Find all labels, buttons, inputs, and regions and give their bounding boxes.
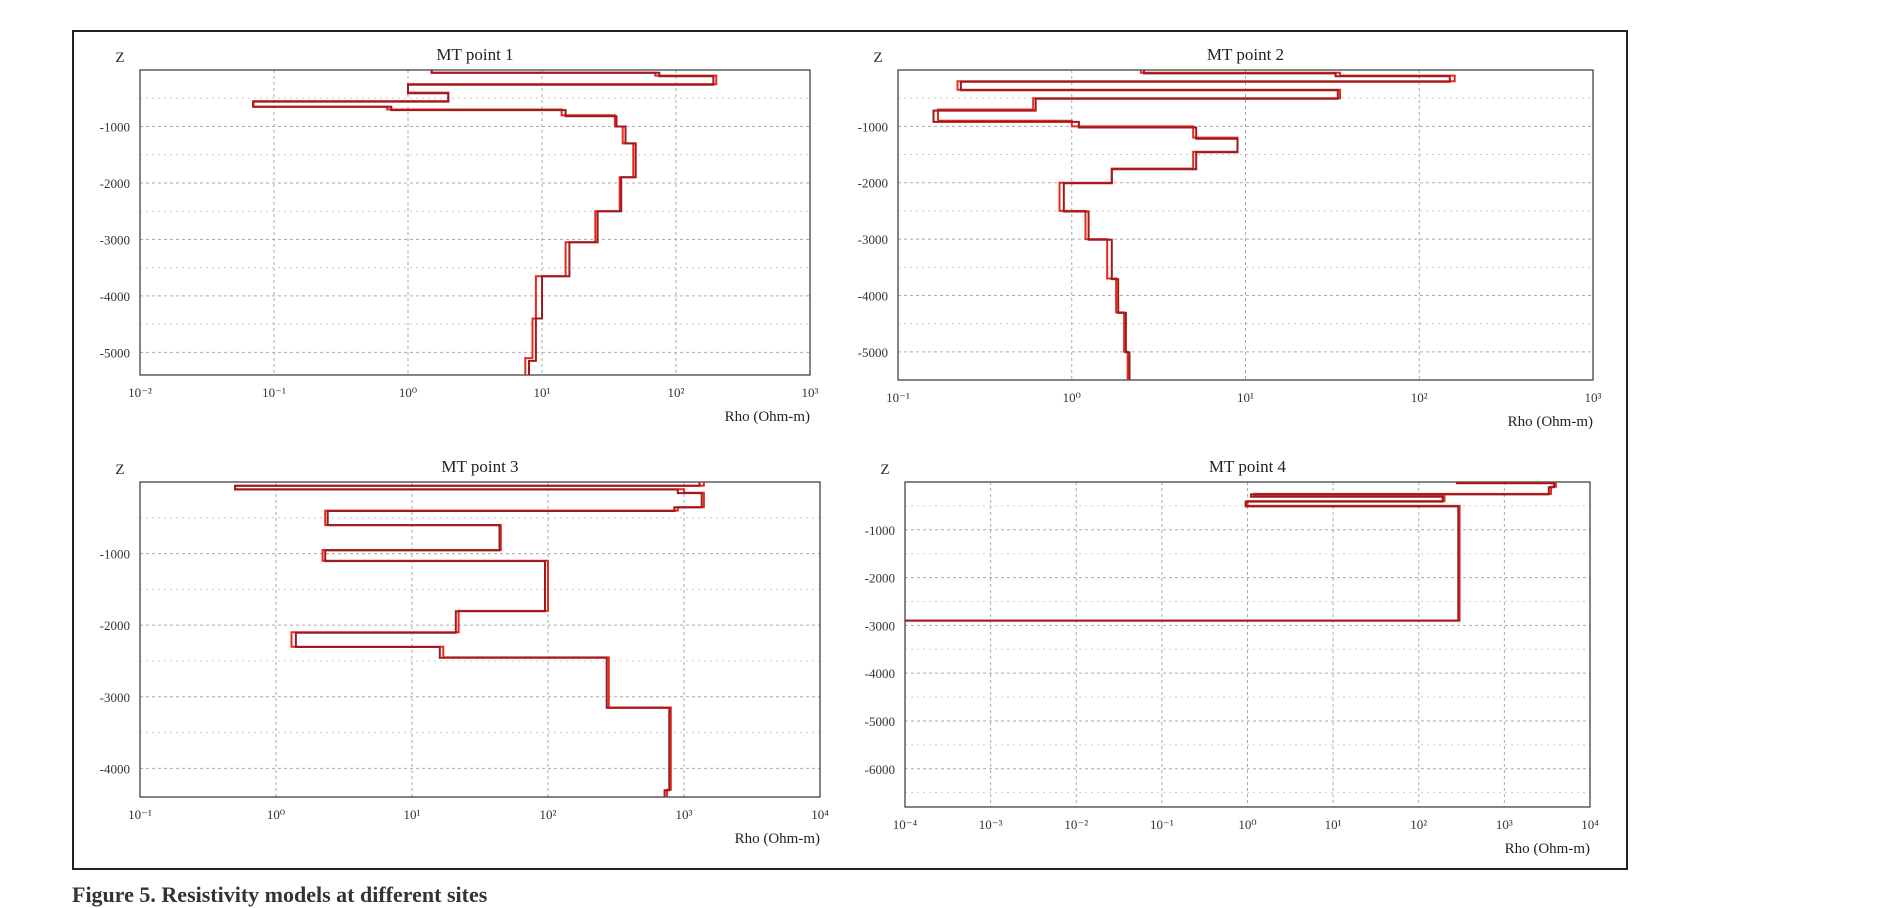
x-tick-label: 10⁴ <box>1581 817 1599 832</box>
x-axis-label: Rho (Ohm-m) <box>725 409 810 425</box>
x-tick-label: 10⁰ <box>267 807 285 822</box>
y-axis-label: Z <box>115 50 124 66</box>
y-tick-label: -2000 <box>100 176 130 191</box>
x-axis-label: Rho (Ohm-m) <box>1505 841 1590 857</box>
x-tick-label: 10⁻¹ <box>262 385 286 400</box>
y-tick-label: -1000 <box>100 547 130 562</box>
x-tick-label: 10² <box>540 807 557 822</box>
x-tick-label: 10³ <box>802 385 819 400</box>
x-axis-label: Rho (Ohm-m) <box>735 831 820 847</box>
y-tick-label: -2000 <box>858 176 888 191</box>
x-tick-label: 10¹ <box>404 807 421 822</box>
x-tick-label: 10¹ <box>1237 390 1254 405</box>
x-axis-label: Rho (Ohm-m) <box>1508 414 1593 430</box>
x-tick-label: 10⁰ <box>1063 390 1081 405</box>
resistivity-profile-1 <box>252 70 718 375</box>
x-tick-label: 10⁻¹ <box>886 390 910 405</box>
figure-frame <box>72 30 1628 870</box>
y-tick-label: -1000 <box>858 119 888 134</box>
y-tick-label: -5000 <box>865 714 895 729</box>
y-tick-label: -5000 <box>100 345 130 360</box>
y-tick-label: -4000 <box>865 666 895 681</box>
x-tick-label: 10¹ <box>1325 817 1342 832</box>
x-tick-label: 10³ <box>1585 390 1602 405</box>
resistivity-profile-2 <box>932 70 1451 380</box>
y-tick-label: -1000 <box>100 119 130 134</box>
y-tick-label: -4000 <box>858 288 888 303</box>
x-tick-label: 10⁰ <box>1238 817 1256 832</box>
x-tick-label: 10⁴ <box>811 807 829 822</box>
x-tick-label: 10⁰ <box>399 385 417 400</box>
resistivity-profile-2 <box>905 482 1555 622</box>
x-tick-label: 10⁻² <box>1064 817 1088 832</box>
chart-title: MT point 2 <box>1207 45 1284 64</box>
x-tick-label: 10² <box>1410 817 1427 832</box>
x-tick-label: 10³ <box>676 807 693 822</box>
chart-panel-4: -1000 -2000 -3000 -4000 -5000 -6000 10⁻⁴ 10⁻³ 10… <box>865 457 1600 857</box>
resistivity-profile-1 <box>234 482 705 797</box>
x-tick-label: 10⁻³ <box>979 817 1003 832</box>
y-tick-label: -4000 <box>100 761 130 776</box>
x-tick-label: 10² <box>1411 390 1428 405</box>
x-tick-label: 10¹ <box>534 385 551 400</box>
y-tick-label: -3000 <box>858 232 888 247</box>
y-tick-label: -3000 <box>100 232 130 247</box>
y-axis-label: Z <box>880 462 889 478</box>
chart-title: MT point 4 <box>1209 457 1287 476</box>
chart-title: MT point 1 <box>436 45 513 64</box>
chart-panel-2: -1000 -2000 -3000 -4000 -5000 10⁻¹ 10⁰ 10¹ 10² 10… <box>858 45 1602 430</box>
plot-area-border <box>139 481 821 798</box>
y-tick-label: -6000 <box>865 762 895 777</box>
resistivity-profile-2 <box>252 70 715 375</box>
figure-plots: -1000 -2000 -3000 -4000 -5000 10⁻² 10⁻¹ 10⁰ 10¹ 1… <box>100 45 1602 857</box>
x-tick-label: 10⁻⁴ <box>893 817 918 832</box>
y-tick-label: -1000 <box>865 523 895 538</box>
y-tick-label: -2000 <box>865 571 895 586</box>
y-axis-label: Z <box>873 50 882 66</box>
x-tick-label: 10⁻² <box>128 385 152 400</box>
y-tick-label: -5000 <box>858 345 888 360</box>
x-tick-label: 10⁻¹ <box>1150 817 1174 832</box>
plot-area-border <box>904 481 1591 808</box>
x-tick-label: 10² <box>668 385 685 400</box>
x-tick-label: 10³ <box>1496 817 1513 832</box>
y-axis-label: Z <box>115 462 124 478</box>
resistivity-profile-2 <box>234 482 703 797</box>
y-tick-label: -4000 <box>100 289 130 304</box>
chart-title: MT point 3 <box>441 457 518 476</box>
plot-area-border <box>897 69 1594 381</box>
resistivity-profile-1 <box>937 70 1456 380</box>
chart-panel-1: -1000 -2000 -3000 -4000 -5000 10⁻² 10⁻¹ 10⁰ 10¹ 1… <box>100 45 819 425</box>
y-tick-label: -3000 <box>865 618 895 633</box>
y-tick-label: -3000 <box>100 690 130 705</box>
plot-area-border <box>139 69 811 376</box>
figure-caption: Figure 5. Resistivity models at differen… <box>72 882 488 907</box>
chart-panel-3: -1000 -2000 -3000 -4000 10⁻¹ 10⁰ 10¹ 10² 10³ 10⁴ M… <box>100 457 830 847</box>
x-tick-label: 10⁻¹ <box>128 807 152 822</box>
y-tick-label: -2000 <box>100 618 130 633</box>
